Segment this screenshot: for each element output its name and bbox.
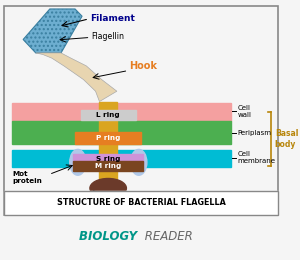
Text: S ring: S ring xyxy=(96,156,120,162)
Polygon shape xyxy=(23,9,82,53)
Text: Flagellin: Flagellin xyxy=(91,32,124,41)
Text: Periplasm: Periplasm xyxy=(238,129,272,135)
Bar xyxy=(12,150,231,167)
Text: Cell
membrane: Cell membrane xyxy=(238,151,276,164)
Text: Mot
protein: Mot protein xyxy=(13,171,42,184)
Bar xyxy=(4,191,278,215)
Text: L ring: L ring xyxy=(96,112,120,118)
Ellipse shape xyxy=(70,150,86,175)
Polygon shape xyxy=(36,53,117,102)
Ellipse shape xyxy=(130,150,147,175)
Bar xyxy=(75,132,141,144)
Text: READER: READER xyxy=(141,230,193,243)
Text: Filament: Filament xyxy=(91,14,135,23)
Bar xyxy=(12,121,231,144)
Text: BIOLOGY: BIOLOGY xyxy=(79,230,141,243)
Bar xyxy=(12,103,231,121)
Text: P ring: P ring xyxy=(96,135,120,141)
Bar xyxy=(81,110,136,120)
Text: M ring: M ring xyxy=(95,163,121,169)
Bar xyxy=(73,154,143,164)
Text: Basal
body: Basal body xyxy=(275,129,298,149)
Bar xyxy=(4,191,278,215)
Text: Cell
wall: Cell wall xyxy=(238,105,252,118)
Ellipse shape xyxy=(90,178,126,198)
Text: Hook: Hook xyxy=(129,61,157,71)
Text: Fli protein: Fli protein xyxy=(44,196,86,202)
Bar xyxy=(73,161,143,171)
Bar xyxy=(4,6,278,215)
Bar xyxy=(100,102,117,182)
Text: STRUCTURE OF BACTERIAL FLAGELLA: STRUCTURE OF BACTERIAL FLAGELLA xyxy=(56,198,225,207)
